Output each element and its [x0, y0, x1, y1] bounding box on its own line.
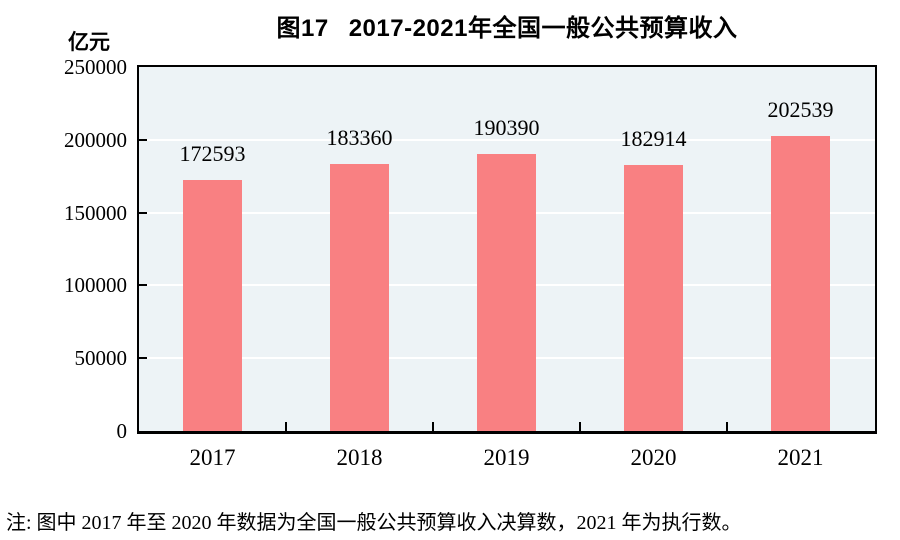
x-axis-tick-label: 2018 [336, 445, 383, 470]
bar-value-label: 190390 [473, 115, 540, 140]
footnote: 注: 图中 2017 年至 2020 年数据为全国一般公共预算收入决算数，202… [6, 512, 742, 534]
y-axis-tick-label: 150000 [64, 200, 127, 225]
y-axis-tick [139, 138, 147, 141]
x-axis-tick-label: 2019 [483, 445, 530, 470]
bar-value-label: 182914 [620, 126, 687, 151]
chart-title: 图17 2017-2021年全国一般公共预算收入 [137, 8, 877, 43]
x-axis-tick [726, 422, 728, 431]
y-axis-tick-label: 200000 [64, 127, 127, 152]
bar-2021 [771, 136, 830, 431]
bar-value-label: 172593 [179, 141, 246, 166]
x-axis-tick-label: 2020 [630, 445, 677, 470]
figure-number-label: 图17 [276, 15, 329, 42]
bar-value-label: 202539 [767, 97, 834, 122]
y-axis-tick-label: 250000 [64, 55, 127, 79]
x-axis-tick-label: 2021 [777, 445, 824, 470]
x-axis-tick [285, 422, 287, 431]
y-axis-tick-label: 100000 [64, 273, 127, 298]
y-axis-unit-label: 亿元 [68, 30, 110, 54]
y-axis-tick-label: 0 [116, 419, 128, 443]
bar-2020 [624, 165, 683, 431]
y-axis-tick [139, 211, 147, 214]
gridline [139, 138, 875, 141]
y-axis-tick [139, 357, 147, 360]
bar-2018 [330, 164, 389, 431]
bar-2019 [477, 154, 536, 431]
y-axis-tick-label: 50000 [74, 346, 128, 371]
x-axis-tick [432, 422, 434, 431]
plot-area: 172593 183360 190390 182914 202539 [137, 65, 877, 434]
bar-value-label: 183360 [326, 125, 393, 150]
x-axis-tick-label: 2017 [189, 445, 236, 470]
y-axis-tick [139, 284, 147, 287]
bar-2017 [183, 180, 242, 431]
chart-title-text: 2017-2021年全国一般公共预算收入 [348, 15, 738, 42]
x-axis-tick [579, 422, 581, 431]
